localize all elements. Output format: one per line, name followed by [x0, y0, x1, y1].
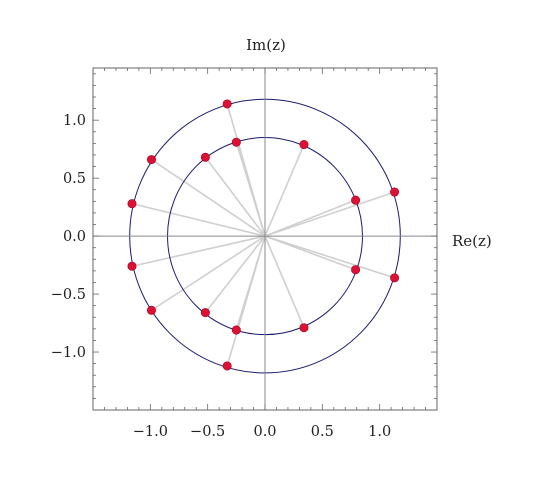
x-tick-label: −0.5 [190, 424, 225, 440]
rays-layer [131, 103, 395, 367]
y-tick-label: −0.5 [51, 287, 86, 303]
data-point [390, 187, 400, 197]
data-point [200, 152, 210, 162]
x-tick-label: 0.5 [311, 424, 334, 440]
data-point [222, 361, 232, 371]
ray-line [204, 156, 266, 237]
ray-line [226, 235, 266, 367]
data-point [231, 325, 241, 335]
axes-layer [93, 68, 437, 410]
data-point [200, 308, 210, 318]
y-axis-label: Im(z) [246, 36, 286, 54]
data-point [299, 323, 309, 333]
y-tick-label: −1.0 [51, 345, 86, 361]
ray-line [264, 235, 395, 279]
data-point [146, 305, 156, 315]
data-point [127, 199, 137, 209]
data-point [146, 155, 156, 165]
y-tick-label: 1.0 [63, 113, 86, 129]
ray-line [264, 199, 356, 237]
y-tick-label: 0.5 [63, 171, 86, 187]
ray-line [204, 235, 266, 314]
frame-layer [92, 67, 438, 411]
tick-labels-layer: −1.0 −0.5 0.0 0.5 1.0 1.0 0.5 0.0 −0.5 −1.0 [51, 113, 391, 440]
ray-line [226, 103, 266, 237]
x-tick-label: 0.0 [253, 424, 276, 440]
points-layer [127, 99, 400, 371]
ray-line [131, 235, 266, 268]
data-point [222, 99, 232, 109]
ray-line [151, 235, 266, 311]
data-point [351, 265, 361, 275]
ray-line [131, 202, 266, 237]
ray-line [151, 158, 266, 237]
x-tick-label: −1.0 [133, 424, 168, 440]
data-point [390, 273, 400, 283]
x-tick-label: 1.0 [368, 424, 391, 440]
data-point [127, 261, 137, 271]
data-point [351, 195, 361, 205]
data-point [231, 137, 241, 147]
ray-line [264, 191, 395, 237]
y-tick-label: 0.0 [63, 229, 86, 245]
x-axis-label: Re(z) [452, 232, 492, 250]
ray-line [264, 235, 305, 329]
data-point [299, 140, 309, 150]
ray-line [264, 144, 305, 237]
